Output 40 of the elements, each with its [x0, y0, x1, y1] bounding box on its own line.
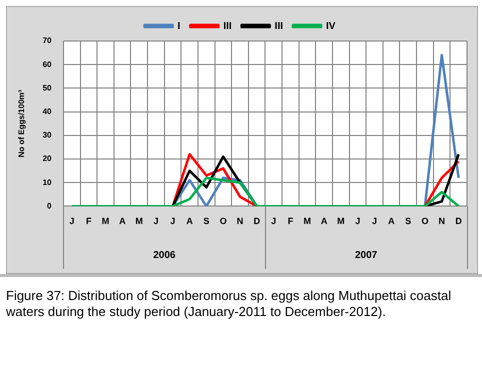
y-tick-label: 20 [42, 154, 52, 164]
x-tick-label: D [455, 216, 462, 226]
x-tick-label: S [203, 216, 210, 226]
caption: Figure 37: Distribution of Scomberomorus sp. eggs along Muthupettai coastal waters during the study period (January-2011 to December-2012). [6, 288, 452, 320]
x-tick-label: N [236, 216, 244, 226]
x-tick-label: J [69, 216, 74, 226]
x-tick-label: M [304, 216, 312, 226]
legend-label: IV [326, 20, 336, 32]
y-tick-label: 30 [42, 130, 52, 140]
legend-label: III [223, 20, 232, 32]
text: 2007 [355, 250, 378, 261]
x-tick-label: M [337, 216, 345, 226]
x-tick-label: D [254, 216, 261, 226]
x-tick-label: O [220, 216, 227, 226]
text: 2006 [153, 250, 176, 261]
x-tick-label: A [119, 216, 126, 226]
y-tick-label: 70 [42, 36, 52, 46]
x-tick-label: A [388, 216, 396, 226]
x-tick-label: J [153, 216, 158, 226]
x-tick-label: F [288, 216, 294, 226]
x-tick-label: F [86, 216, 92, 226]
y-tick-label: 60 [42, 60, 52, 69]
legend-label: III [274, 20, 284, 32]
x-tick-label: A [186, 216, 194, 226]
x-tick-label: O [421, 216, 428, 226]
x-tick-label: J [170, 216, 176, 226]
x-tick-label: N [438, 216, 446, 226]
x-tick-label: J [271, 216, 276, 226]
x-tick-label: J [372, 216, 378, 226]
legend-label: I [178, 20, 181, 32]
x-tick-label: M [135, 216, 143, 226]
x-tick-label: A [320, 216, 328, 226]
y-tick-label: 50 [42, 83, 52, 92]
x-tick-label: M [102, 216, 110, 226]
x-tick-label: J [355, 216, 360, 226]
x-tick-label: S [405, 216, 412, 226]
y-tick-label: 0 [47, 201, 52, 210]
y-tick-label: 40 [42, 107, 52, 116]
y-axis-title: No of Eggs/100m³ [17, 89, 26, 158]
y-tick-label: 10 [42, 178, 52, 187]
